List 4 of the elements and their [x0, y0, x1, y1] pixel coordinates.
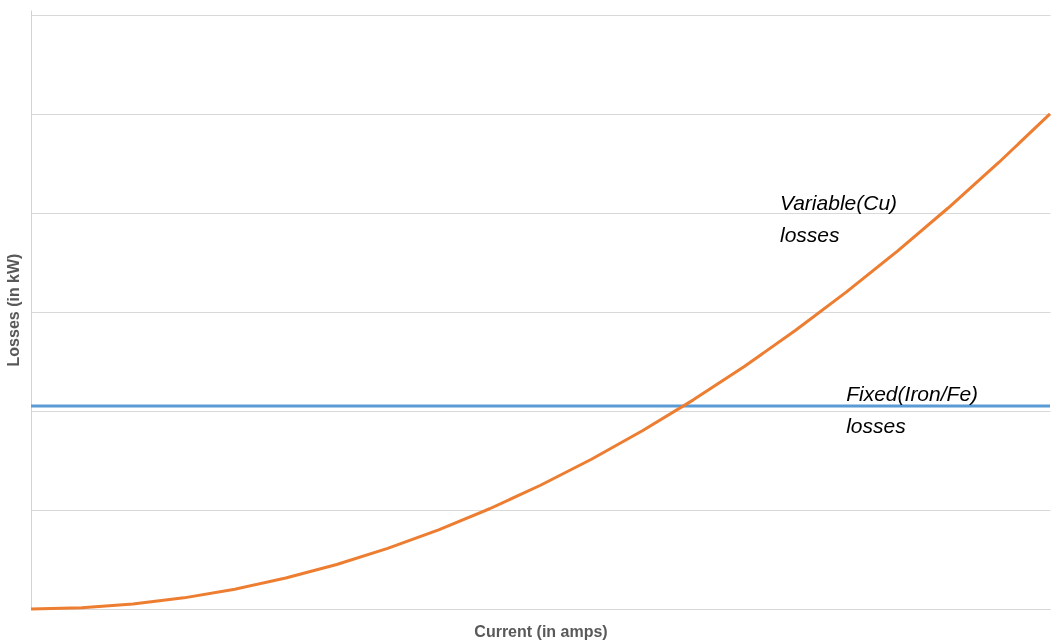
- y-axis-title: Losses (in kW): [4, 253, 22, 367]
- series-label: Variable(Cu) losses: [779, 190, 898, 246]
- series-label: Fixed(Iron/Fe) losses: [846, 381, 979, 437]
- x-axis-title: Current (in amps): [474, 622, 608, 640]
